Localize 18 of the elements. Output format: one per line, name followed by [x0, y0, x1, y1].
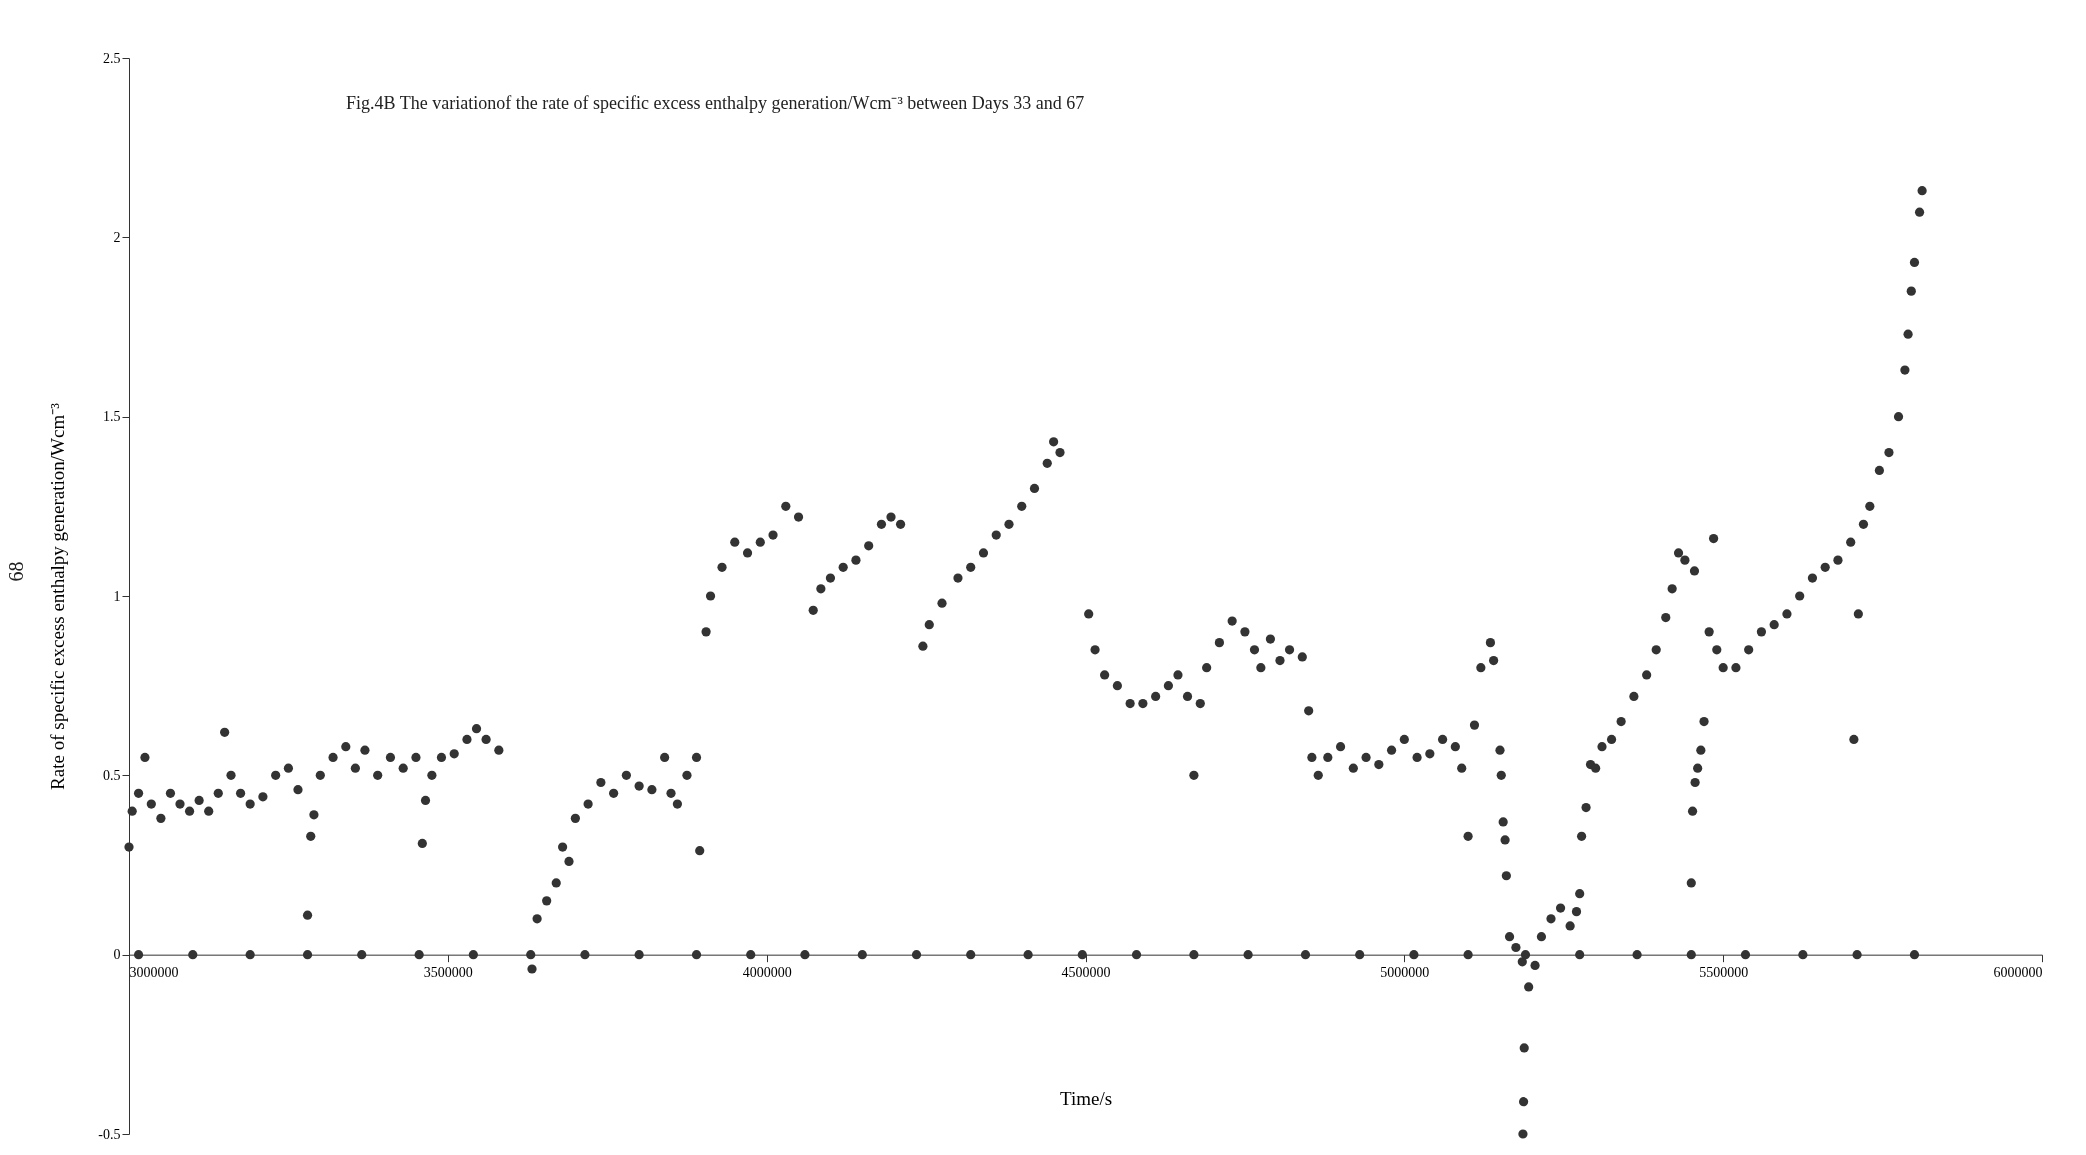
x-tick-label: 3000000 [129, 965, 179, 981]
y-tick-label: 1 [113, 588, 121, 604]
y-tick-label: 2.5 [103, 50, 121, 66]
x-tick-label: 6000000 [1993, 965, 2043, 981]
x-tick-label: 3500000 [423, 965, 473, 981]
x-tick-label: 5500000 [1699, 965, 1749, 981]
y-tick-label: 0 [113, 947, 121, 963]
y-tick-label: 2 [113, 229, 121, 245]
y-tick-label: -0.5 [98, 1126, 121, 1142]
x-tick-label: 4000000 [742, 965, 792, 981]
y-tick-label: 0.5 [103, 767, 121, 783]
x-tick-label: 4500000 [1061, 965, 1111, 981]
y-axis-title: Rate of specific excess enthalpy generation/Wcm⁻³ [47, 402, 69, 790]
x-axis-title: Time/s [1059, 1088, 1113, 1110]
text: 68 [4, 561, 28, 582]
y-tick-label: 1.5 [103, 409, 121, 425]
text: Fig.4B The variationof the rate of specific excess enthalpy generation/Wcm⁻³ between Days 33 and 67 [346, 93, 1085, 113]
x-tick-label: 5000000 [1380, 965, 1430, 981]
